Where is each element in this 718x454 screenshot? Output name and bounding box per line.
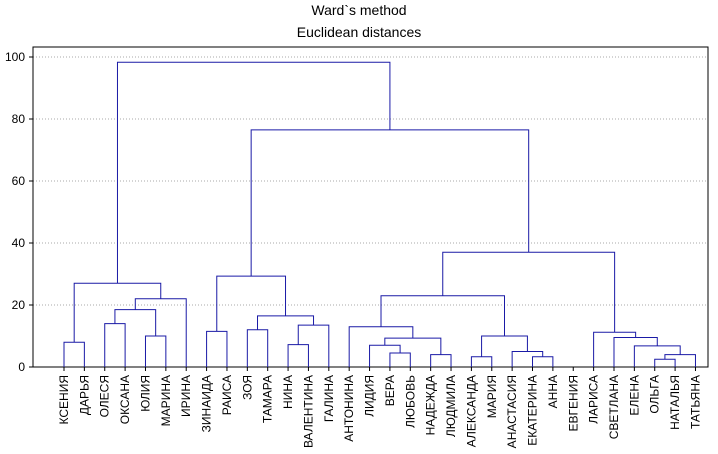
dendrogram-link: [664, 354, 696, 367]
leaf-label: ЗОЯ: [240, 375, 254, 400]
dendrogram-link: [144, 335, 167, 367]
dendrogram-link: [481, 335, 528, 357]
dendrogram-link: [114, 309, 157, 336]
leaf-label: ЮЛИЯ: [138, 375, 152, 412]
leaf-label: НАТАЛЬЯ: [668, 375, 682, 430]
leaf-label: ГАЛИНА: [322, 375, 336, 422]
y-tick-label: 40: [12, 236, 26, 250]
dendrogram-link: [613, 337, 658, 367]
dendrogram-link: [63, 341, 85, 367]
leaf-label: ЛЮБОВЬ: [403, 375, 417, 428]
dendrogram-link: [389, 352, 411, 367]
dendrogram-link: [116, 61, 391, 284]
plot-frame: [32, 46, 709, 368]
y-tick-label: 0: [18, 360, 25, 374]
leaf-label: АННА: [546, 375, 560, 408]
dendrogram-link: [287, 344, 309, 367]
dendrogram-link: [654, 358, 676, 367]
dendrogram-link: [532, 356, 554, 367]
leaf-label: ЛИДИЯ: [363, 375, 377, 417]
leaf-label: ЗИНАИДА: [200, 375, 214, 432]
dendrogram-link: [104, 323, 126, 367]
leaf-label: ЛЮДМИЛА: [444, 375, 458, 437]
y-tick-label: 100: [5, 50, 25, 64]
leaf-label: ВАЛЕНТИНА: [301, 375, 315, 448]
leaf-label: АНТОНИНА: [342, 375, 356, 442]
dendrogram-link: [297, 324, 330, 367]
y-tick-label: 20: [12, 298, 26, 312]
leaf-label: ИРИНА: [179, 375, 193, 417]
leaf-label: АЛЕКСАНДА: [464, 375, 478, 447]
leaf-label: ОЛЬГА: [648, 375, 662, 414]
chart-title: Ward`s method: [311, 2, 407, 18]
dendrogram-link: [380, 295, 506, 336]
leaf-label: МАРИЯ: [485, 375, 499, 418]
leaf-label: ВЕРА: [383, 375, 397, 406]
leaf-label: ТАМАРА: [261, 375, 275, 423]
y-tick-label: 80: [12, 112, 26, 126]
dendrogram-link: [442, 251, 616, 333]
leaf-labels: КСЕНИЯ ДАРЬЯ ОЛЕСЯ ОКСАНА ЮЛИЯ МАРИНА ИРИНА ЗИН…: [57, 375, 702, 448]
leaf-label: РАИСА: [220, 375, 234, 415]
chart-subtitle: Euclidean distances: [296, 24, 422, 40]
y-tick-label: 60: [12, 174, 26, 188]
leaf-label: НАДЕЖДА: [424, 375, 438, 435]
leaf-label: ЕВГЕНИЯ: [566, 375, 580, 431]
dendrogram-link: [73, 282, 162, 343]
dendrogram-link: [250, 129, 530, 277]
dendrogram-link: [384, 337, 442, 355]
dendrogram-link: [470, 356, 493, 367]
leaf-label: НИНА: [281, 375, 295, 409]
leaf-label: МАРИНА: [159, 375, 173, 426]
leaf-label: ТАТЬЯНА: [688, 375, 702, 429]
dendrogram-link: [633, 345, 681, 367]
dendrogram-link: [257, 315, 315, 330]
dendrogram-link: [369, 344, 401, 367]
leaf-label: ДАРЬЯ: [77, 375, 91, 415]
leaf-label: ОЛЕСЯ: [98, 375, 112, 417]
dendrogram-link: [511, 351, 544, 367]
leaf-label: КСЕНИЯ: [57, 375, 71, 424]
leaf-label: ЕЛЕНА: [627, 375, 641, 416]
dendrogram-link: [430, 354, 452, 367]
leaf-label: ОКСАНА: [118, 375, 132, 424]
axis-layer: 0 20 40 60 80 100: [5, 46, 709, 374]
leaf-label: СВЕТЛАНА: [607, 375, 621, 439]
dendrogram-link: [246, 329, 269, 367]
leaf-label: АНАСТАСИЯ: [505, 375, 519, 448]
leaf-label: ЛАРИСА: [587, 375, 601, 424]
grid-layer: [33, 56, 708, 306]
dendrogram-link: [216, 275, 287, 332]
dendrogram-links: [63, 61, 696, 367]
dendrogram-link: [348, 326, 414, 367]
leaf-label: ЕКАТЕРИНА: [526, 375, 540, 446]
dendrogram-link: [206, 330, 228, 367]
dendrogram-link: [134, 298, 187, 367]
